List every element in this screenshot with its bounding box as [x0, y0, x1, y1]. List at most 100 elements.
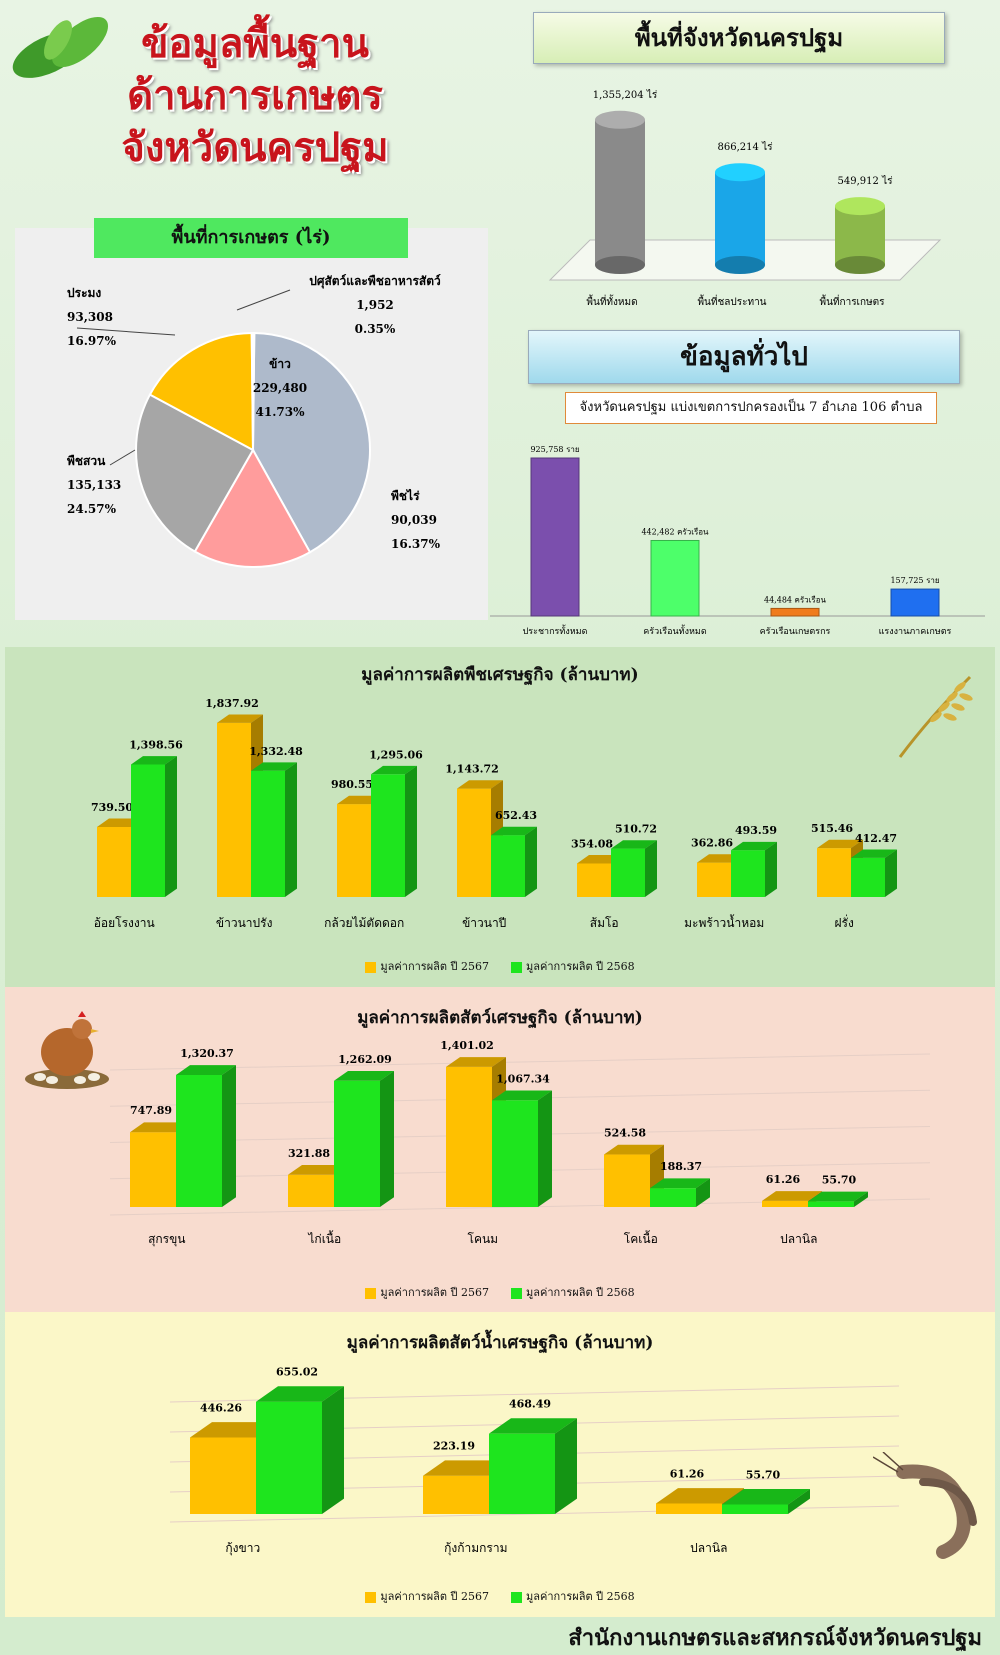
- bar: [762, 1200, 808, 1207]
- pie-slice: [148, 331, 255, 452]
- data-label: 1,398.56: [129, 739, 183, 752]
- data-label: 468.49: [509, 1398, 551, 1411]
- aquatic-chart: 446.26 655.02 กุ้งขาว 223.19 468.49 กุ้งก้ามก…: [169, 1366, 900, 1556]
- livestock-title: มูลค่าการผลิตสัตว์เศรษฐกิจ (ล้านบาท): [357, 1008, 643, 1028]
- bar: [715, 172, 765, 265]
- bar: [256, 1401, 322, 1514]
- legend-label: มูลค่าการผลิต ปี 2567: [380, 1286, 489, 1299]
- bar: [130, 1132, 176, 1207]
- legend-label: มูลค่าการผลิต ปี 2567: [380, 960, 489, 973]
- bar-side: [788, 1489, 810, 1514]
- bar-top: [176, 1065, 236, 1075]
- tick-label: ครัวเรือนทั้งหมด: [643, 624, 707, 637]
- leader-line: [76, 327, 176, 336]
- tick-label: ปลานิล: [780, 1232, 817, 1246]
- bar-base: [715, 256, 765, 274]
- legend-label: มูลค่าการผลิต ปี 2568: [526, 960, 635, 973]
- bar: [851, 857, 885, 897]
- bar-side: [525, 826, 537, 897]
- bar-top: [851, 849, 897, 858]
- data-label: 61.26: [670, 1467, 705, 1480]
- leader-line: [109, 449, 136, 466]
- bar: [190, 1437, 256, 1514]
- bar-top: [722, 1489, 810, 1505]
- tick-label: พื้นที่ทั้งหมด: [586, 294, 637, 308]
- bar-top: [288, 1165, 348, 1175]
- bar-top: [371, 765, 417, 775]
- bar: [656, 1503, 722, 1514]
- bar-top: [715, 163, 765, 182]
- bar: [530, 457, 580, 617]
- bar-top: [489, 1418, 577, 1434]
- slice-value: 1,952: [356, 298, 394, 312]
- bar-side: [285, 762, 297, 897]
- bar-top: [762, 1191, 822, 1201]
- bar-top: [817, 839, 863, 849]
- tick-label: ส้มโอ: [590, 916, 619, 930]
- slice-value: 229,480: [253, 381, 307, 395]
- tick-label: พื้นที่การเกษตร: [820, 294, 886, 308]
- data-label: 55.70: [746, 1468, 781, 1481]
- bar-top: [604, 1144, 664, 1155]
- bar-top: [835, 197, 885, 216]
- bar-side: [380, 1070, 394, 1207]
- gridline: [109, 1053, 931, 1071]
- bar-top: [611, 840, 657, 849]
- bar: [446, 1066, 492, 1207]
- tick-label: ข้าวนาปี: [462, 916, 506, 930]
- slice-name: ปศุสัตว์และพืชอาหารสัตว์: [309, 274, 441, 289]
- tick-label: กุ้งขาว: [225, 1541, 260, 1556]
- bar-side: [765, 841, 777, 897]
- pie-slice: [135, 393, 255, 553]
- data-label: 655.02: [276, 1366, 318, 1379]
- bar: [722, 1504, 788, 1514]
- slice-value: 90,039: [391, 513, 437, 527]
- legend-label: มูลค่าการผลิต ปี 2568: [526, 1590, 635, 1603]
- livestock-section: มูลค่าการผลิตสัตว์เศรษฐกิจ (ล้านบาท) 747…: [5, 987, 995, 1312]
- aquatic-title: มูลค่าการผลิตสัตว์น้ำเศรษฐกิจ (ล้านบาท): [346, 1333, 654, 1353]
- bar: [423, 1475, 489, 1514]
- data-label: 1,332.48: [249, 745, 303, 758]
- tick-label: อ้อยโรงงาน: [94, 916, 155, 930]
- slice-value: 135,133: [67, 478, 121, 492]
- bar-side: [854, 1191, 868, 1207]
- bar-side: [696, 1178, 710, 1207]
- data-label: 44,484 ครัวเรือน: [764, 595, 827, 604]
- bar-side: [165, 756, 177, 897]
- data-label: 493.59: [735, 824, 777, 837]
- farm-pie-chart: ข้าว 229,480 41.73% พืชไร่ 90,039 16.37% พืชสว…: [67, 274, 441, 568]
- bar: [577, 863, 611, 897]
- bar-top: [131, 756, 177, 765]
- bar: [251, 770, 285, 897]
- bar-top: [595, 110, 645, 129]
- legend-item-2567: มูลค่าการผลิต ปี 2567: [365, 957, 489, 975]
- bar-top: [130, 1122, 190, 1133]
- bar: [337, 804, 371, 897]
- title-line: จังหวัดนครปฐม: [121, 124, 389, 171]
- data-label: 321.88: [288, 1147, 330, 1160]
- bar-side: [645, 840, 657, 897]
- bar-top: [492, 1090, 552, 1101]
- legend-item-2567: มูลค่าการผลิต ปี 2567: [365, 1283, 489, 1301]
- slice-name: พืชสวน: [67, 454, 106, 468]
- tick-label: ไก่เนื้อ: [307, 1230, 341, 1246]
- bar-top: [217, 714, 263, 723]
- leaf-icon: [12, 16, 109, 78]
- livestock-legend: มูลค่าการผลิต ปี 2567 มูลค่าการผลิต ปี 2…: [5, 1283, 995, 1301]
- bar: [457, 788, 491, 897]
- data-label: 652.43: [495, 809, 537, 822]
- crops-section: มูลค่าการผลิตพืชเศรษฐกิจ (ล้านบาท) 739.5…: [5, 647, 995, 987]
- bar: [97, 826, 131, 897]
- title-line: ข้อมูลพื้นฐาน: [141, 20, 369, 67]
- data-label: 1,837.92: [205, 697, 259, 710]
- data-label: 362.86: [691, 837, 733, 850]
- crops-chart: 739.50 1,398.56 อ้อยโรงงาน 1,837.92 1,332.48…: [91, 697, 897, 930]
- data-label: 925,758 ราย: [530, 445, 579, 454]
- bar-side: [555, 1418, 577, 1514]
- legend-item-2568: มูลค่าการผลิต ปี 2568: [511, 1283, 635, 1301]
- pie-slice: [251, 331, 371, 554]
- slice-pct: 24.57%: [67, 502, 117, 516]
- bar: [817, 848, 851, 897]
- tick-label: ข้าวนาปรัง: [216, 916, 273, 930]
- page-title: ข้อมูลพื้นฐาน ด้านการเกษตร จังหวัดนครปฐม: [95, 18, 415, 174]
